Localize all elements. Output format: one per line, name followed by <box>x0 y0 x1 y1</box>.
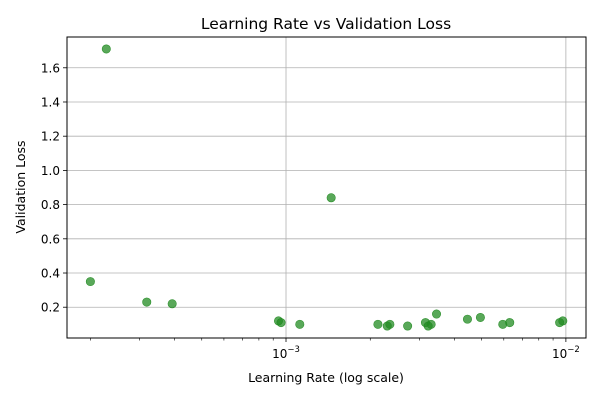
y-tick-label: 1.0 <box>41 164 60 178</box>
scatter-point <box>276 318 286 328</box>
scatter-point <box>167 299 177 309</box>
y-tick-label: 0.4 <box>41 267 60 281</box>
x-tick-label-exponent: −2 <box>567 345 580 355</box>
x-tick-label-base: 10 <box>552 347 567 361</box>
point-layer <box>85 44 568 331</box>
scatter-point <box>326 193 336 203</box>
scatter-point <box>85 277 95 287</box>
grid-layer <box>67 37 586 338</box>
scatter-point <box>462 314 472 324</box>
y-tick-label: 1.4 <box>41 95 60 109</box>
y-tick-label: 0.8 <box>41 198 60 212</box>
scatter-point <box>505 318 515 328</box>
x-tick-label-base: 10 <box>272 347 287 361</box>
scatter-point <box>558 316 568 326</box>
x-tick-label-exponent: −3 <box>287 345 300 355</box>
scatter-point <box>385 319 395 329</box>
chart-title: Learning Rate vs Validation Loss <box>201 15 451 33</box>
axes-frame <box>66 36 587 339</box>
x-tick-label: 10−3 <box>272 345 300 361</box>
y-axis-label: Validation Loss <box>13 140 28 233</box>
scatter-point <box>373 319 383 329</box>
scatter-point <box>295 319 305 329</box>
y-tick-label: 1.2 <box>41 130 60 144</box>
scatter-point <box>432 309 442 319</box>
y-tick-label: 1.6 <box>41 61 60 75</box>
scatter-point <box>426 319 436 329</box>
scatter-point <box>142 297 152 307</box>
tick-layer: 0.20.40.60.81.01.21.41.610−3 10−2 <box>41 61 580 361</box>
scatter-point <box>101 44 111 54</box>
scatter-point <box>403 321 413 331</box>
x-tick-label: 10−2 <box>552 345 580 361</box>
scatter-point <box>475 312 485 322</box>
y-tick-label: 0.6 <box>41 232 60 246</box>
y-tick-label: 0.2 <box>41 301 60 315</box>
x-axis-label: Learning Rate (log scale) <box>248 370 404 385</box>
